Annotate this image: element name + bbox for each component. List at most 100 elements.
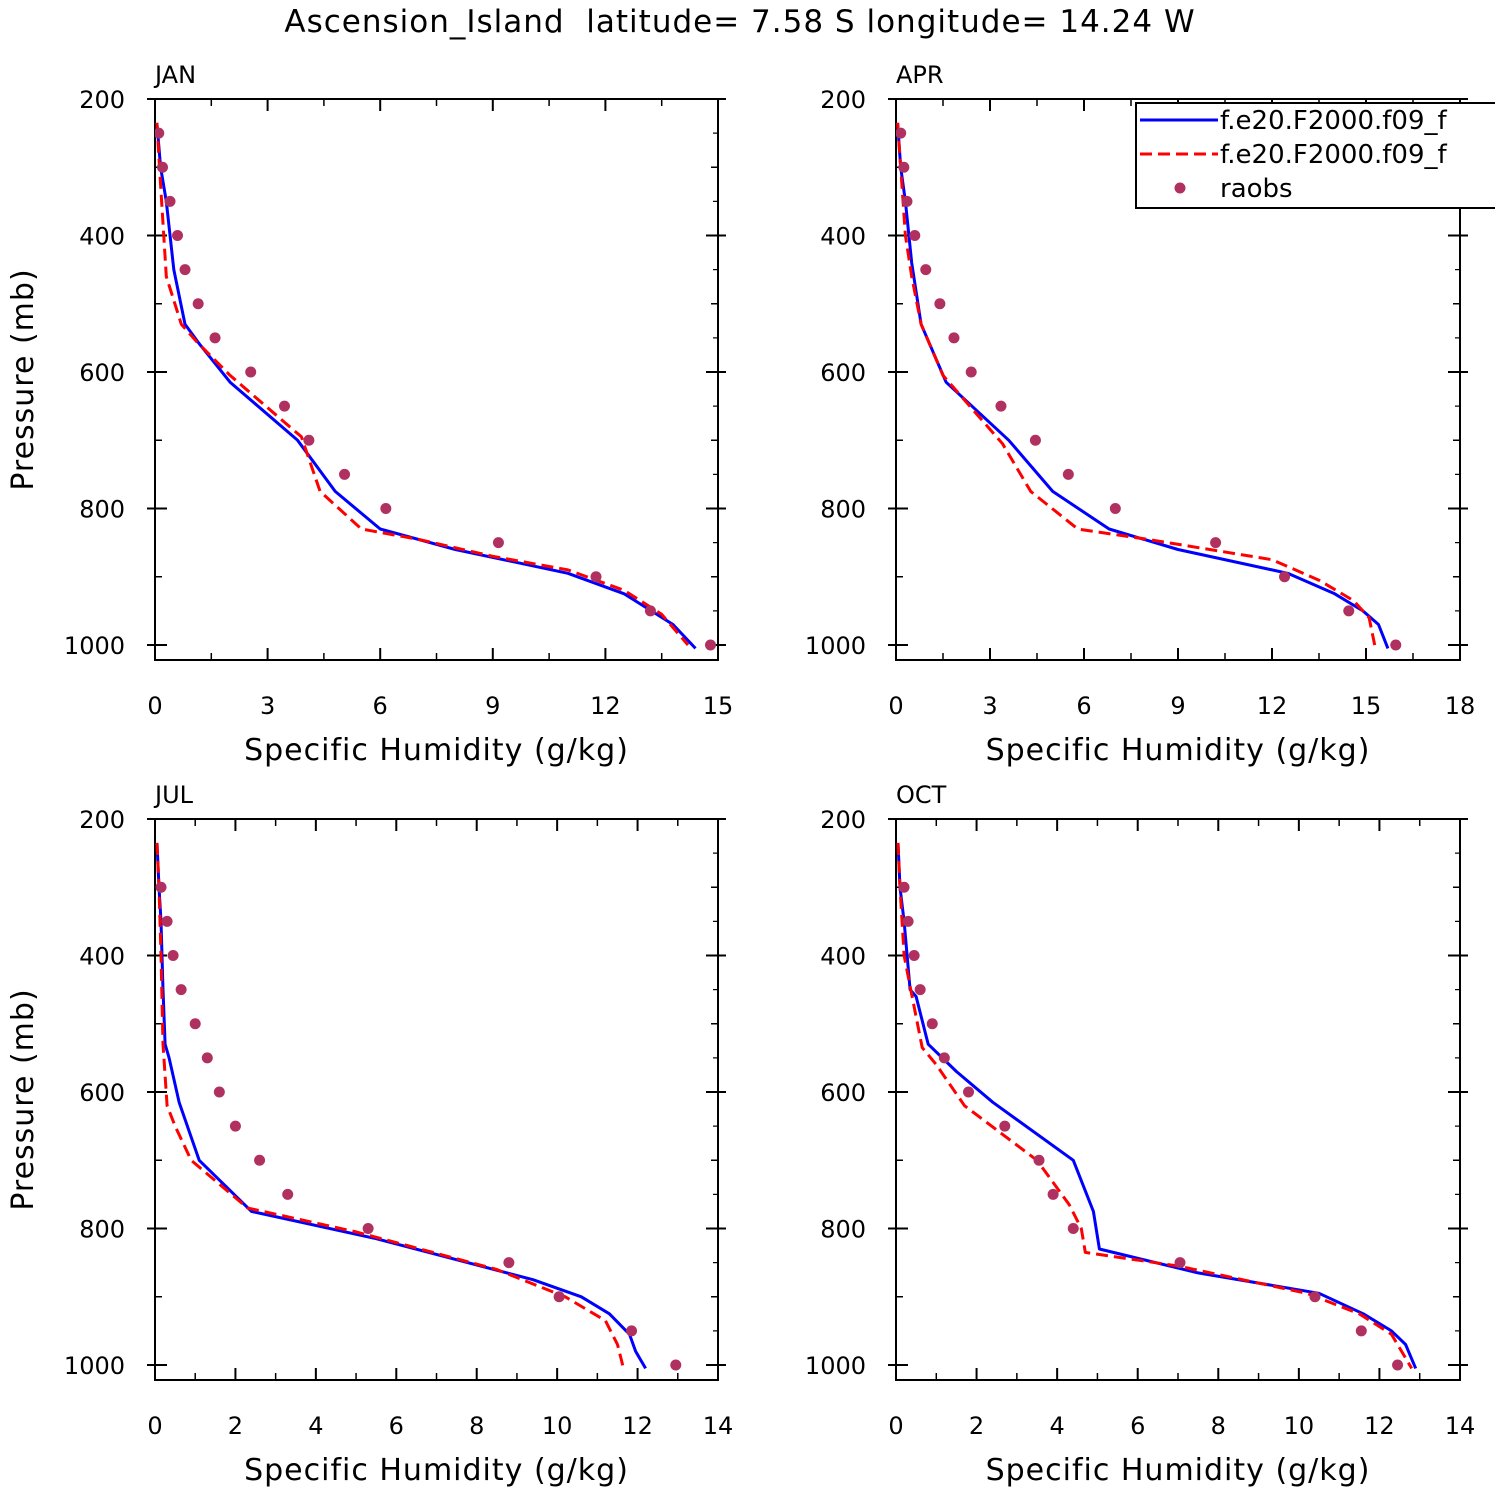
raobs-point (213, 1086, 225, 1098)
raobs-point (644, 605, 656, 617)
y-axis-label: Pressure (mb) (6, 988, 41, 1210)
x-tick-label: 14 (1445, 1412, 1476, 1440)
y-tick-label: 200 (820, 806, 866, 834)
model-solid-line (155, 122, 697, 650)
model-solid-line (896, 842, 1418, 1369)
plot-frame (154, 98, 719, 661)
raobs-point (229, 1120, 241, 1132)
y-tick-label: 200 (820, 86, 866, 114)
series-group (155, 122, 716, 651)
raobs-point (1390, 639, 1402, 651)
x-tick-label: 3 (260, 692, 275, 720)
raobs-point (902, 915, 914, 927)
legend-marker (1174, 182, 1186, 194)
panel-oct: OCT 200 400 600 800 1000 0 2 4 6 8 10 12 14 Specific H… (805, 781, 1475, 1488)
raobs-point (155, 127, 165, 139)
x-tick-label: 0 (147, 692, 162, 720)
x-tick-label: 2 (969, 1412, 984, 1440)
model-dashed-line (155, 122, 690, 646)
raobs-point (189, 1018, 201, 1030)
raobs-point (934, 298, 946, 310)
raobs-point (1355, 1325, 1367, 1337)
series-group (155, 842, 682, 1371)
y-tick-label: 1000 (64, 1352, 125, 1380)
raobs-point (1210, 537, 1222, 549)
raobs-point (1392, 1359, 1404, 1371)
panel-title: JUL (153, 781, 194, 809)
x-tick-label: 0 (147, 1412, 162, 1440)
legend-label: raobs (1220, 174, 1293, 204)
x-tick-label: 14 (703, 1412, 734, 1440)
raobs-point (282, 1188, 294, 1200)
x-tick-label: 9 (1170, 692, 1185, 720)
x-tick-label: 0 (888, 692, 903, 720)
raobs-point (898, 161, 910, 173)
raobs-point (999, 1120, 1011, 1132)
raobs-point (670, 1359, 682, 1371)
x-tick-label: 8 (1211, 1412, 1226, 1440)
x-tick-label: 12 (622, 1412, 653, 1440)
raobs-point (172, 230, 184, 241)
raobs-point (626, 1325, 638, 1337)
model-solid-line (896, 122, 1390, 649)
x-tick-label: 12 (1364, 1412, 1395, 1440)
x-axis-label: Specific Humidity (g/kg) (244, 1453, 629, 1488)
raobs-point (303, 434, 315, 446)
raobs-point (362, 1223, 374, 1234)
x-axis-label: Specific Humidity (g/kg) (986, 1453, 1371, 1488)
raobs-point (155, 881, 167, 893)
raobs-point (179, 264, 191, 276)
raobs-point (909, 230, 921, 241)
series-group (896, 842, 1418, 1371)
panel-title: APR (896, 61, 944, 89)
raobs-point (963, 1086, 975, 1098)
x-tick-label: 6 (389, 1412, 404, 1440)
y-tick-label: 1000 (805, 1352, 866, 1380)
y-tick-label: 600 (79, 1079, 125, 1107)
x-tick-label: 15 (1351, 692, 1382, 720)
raobs-point (995, 400, 1007, 412)
y-axis-label: Pressure (mb) (6, 268, 41, 490)
x-tick-label: 0 (888, 1412, 903, 1440)
raobs-point (914, 984, 926, 996)
x-tick-label: 15 (703, 692, 734, 720)
y-tick-label: 1000 (64, 632, 125, 660)
x-tick-label: 3 (982, 692, 997, 720)
raobs-point (167, 950, 179, 961)
y-tick-label: 400 (820, 223, 866, 251)
plot-frame (895, 818, 1461, 1381)
x-axis-label: Specific Humidity (g/kg) (986, 733, 1371, 768)
raobs-point (1279, 571, 1291, 583)
panel-apr: APR 200 400 600 800 1000 0 3 6 9 12 15 18 Specific Hu… (805, 61, 1475, 768)
raobs-point (157, 161, 169, 173)
raobs-point (245, 366, 257, 378)
raobs-point (161, 915, 173, 927)
y-tick-label: 1000 (805, 632, 866, 660)
raobs-point (380, 503, 392, 514)
panel-title: JAN (153, 61, 196, 89)
raobs-point (1174, 1257, 1186, 1269)
raobs-point (920, 264, 932, 276)
raobs-point (901, 195, 913, 207)
raobs-point (1047, 1188, 1059, 1200)
raobs-point (201, 1052, 213, 1064)
model-solid-line (155, 842, 647, 1370)
x-tick-label: 12 (590, 692, 621, 720)
y-tick-label: 800 (820, 1216, 866, 1244)
raobs-point (896, 127, 907, 139)
raobs-point (164, 195, 176, 207)
y-tick-label: 600 (820, 1079, 866, 1107)
model-dashed-line (155, 842, 625, 1369)
y-tick-label: 800 (79, 496, 125, 524)
raobs-point (938, 1052, 950, 1064)
y-tick-label: 200 (79, 806, 125, 834)
raobs-point (1029, 434, 1041, 446)
y-tick-label: 400 (79, 943, 125, 971)
y-tick-label: 400 (79, 223, 125, 251)
panel-jan: JAN 200 400 600 800 1000 0 3 6 9 12 15 Specific Humi… (6, 61, 733, 768)
x-tick-label: 8 (469, 1412, 484, 1440)
raobs-point (254, 1154, 266, 1166)
raobs-point (898, 881, 910, 893)
